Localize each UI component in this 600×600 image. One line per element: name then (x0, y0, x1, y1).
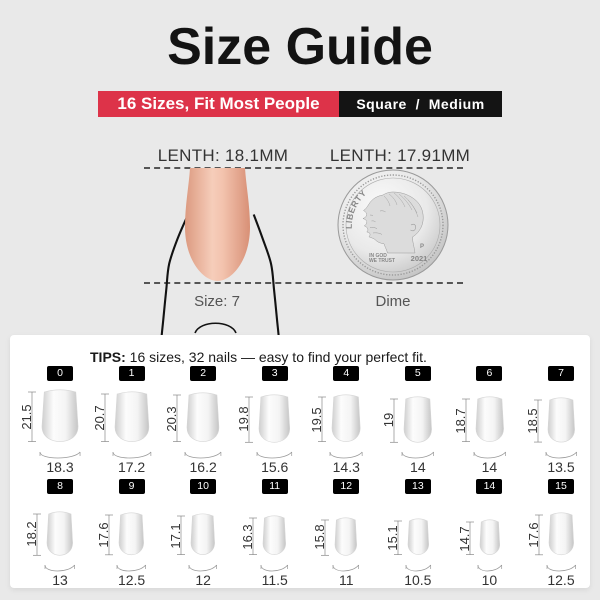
svg-text:WE TRUST: WE TRUST (369, 258, 395, 264)
svg-text:2021: 2021 (411, 254, 428, 263)
svg-text:P: P (420, 244, 424, 250)
